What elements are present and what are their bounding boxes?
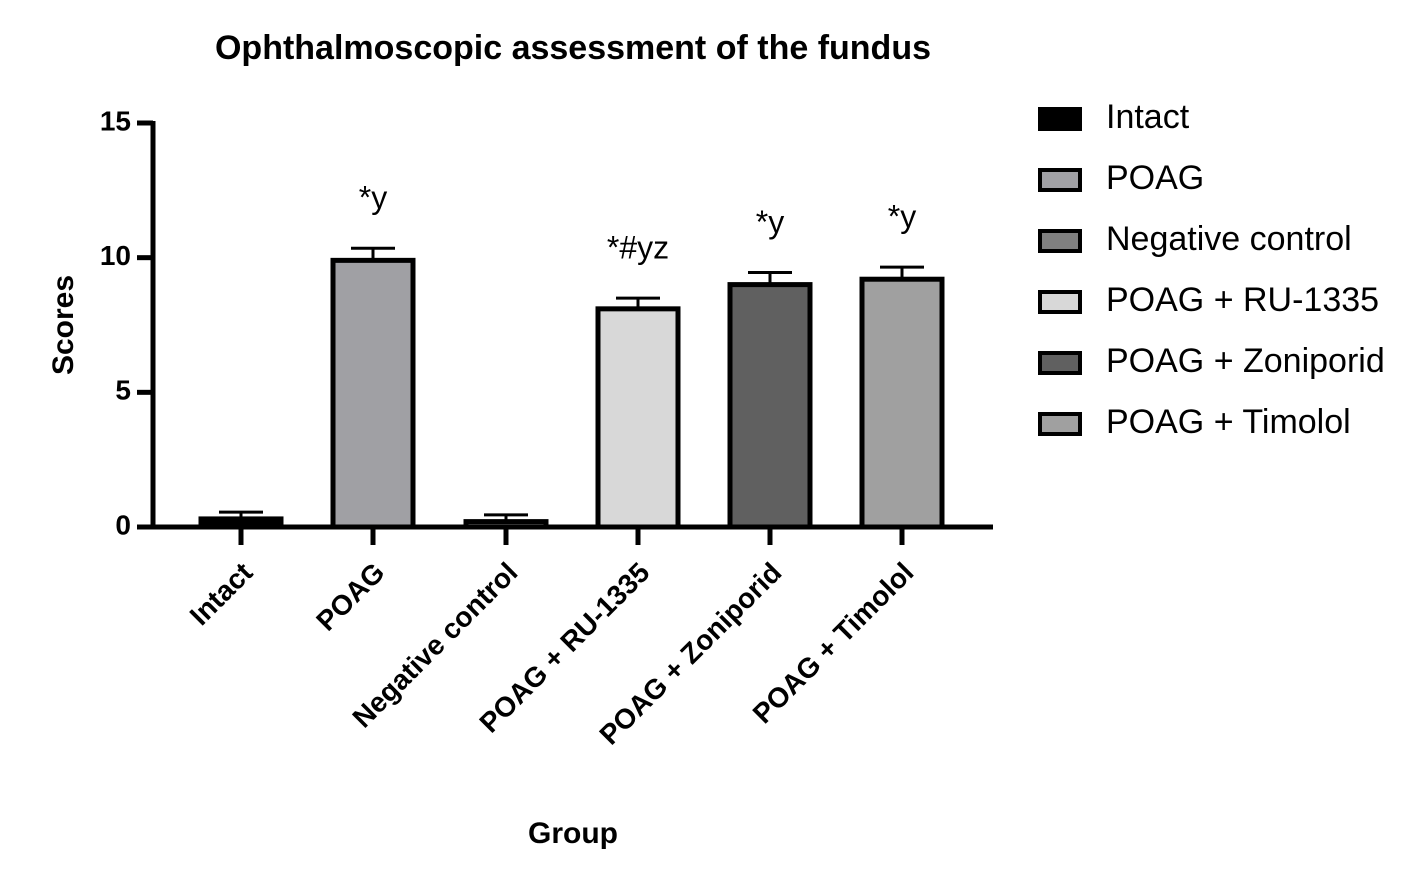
y-tick-label: 15 <box>100 105 131 136</box>
legend-label: POAG <box>1106 159 1204 197</box>
x-tick-label: Intact <box>184 557 259 632</box>
annotation: *y <box>359 180 387 216</box>
x-axis-label: Group <box>528 817 618 850</box>
legend-swatch <box>1038 107 1082 131</box>
legend-label: Intact <box>1106 98 1190 136</box>
annotation: *y <box>888 199 916 235</box>
legend-swatch <box>1038 290 1082 314</box>
legend-swatch <box>1038 229 1082 253</box>
chart-title: Ophthalmoscopic assessment of the fundus <box>215 29 931 67</box>
bar <box>859 276 945 530</box>
x-tick-label: POAG <box>310 557 390 637</box>
legend-swatch <box>1038 168 1082 192</box>
legend-swatch <box>1038 351 1082 375</box>
legend-label: POAG + Timolol <box>1106 403 1351 441</box>
annotation: *y <box>756 204 784 240</box>
legend-label: Negative control <box>1106 220 1352 258</box>
bar <box>727 282 813 530</box>
y-tick-label: 0 <box>115 509 131 540</box>
y-tick-label: 5 <box>115 375 131 406</box>
legend-label: POAG + RU-1335 <box>1106 281 1379 319</box>
y-tick-label: 10 <box>100 240 131 271</box>
y-axis-label: Scores <box>47 275 80 375</box>
legend-label: POAG + Zoniporid <box>1106 342 1385 380</box>
annotation: *#yz <box>607 230 669 266</box>
bar <box>595 306 681 530</box>
bar <box>330 257 416 530</box>
legend-swatch <box>1038 412 1082 436</box>
